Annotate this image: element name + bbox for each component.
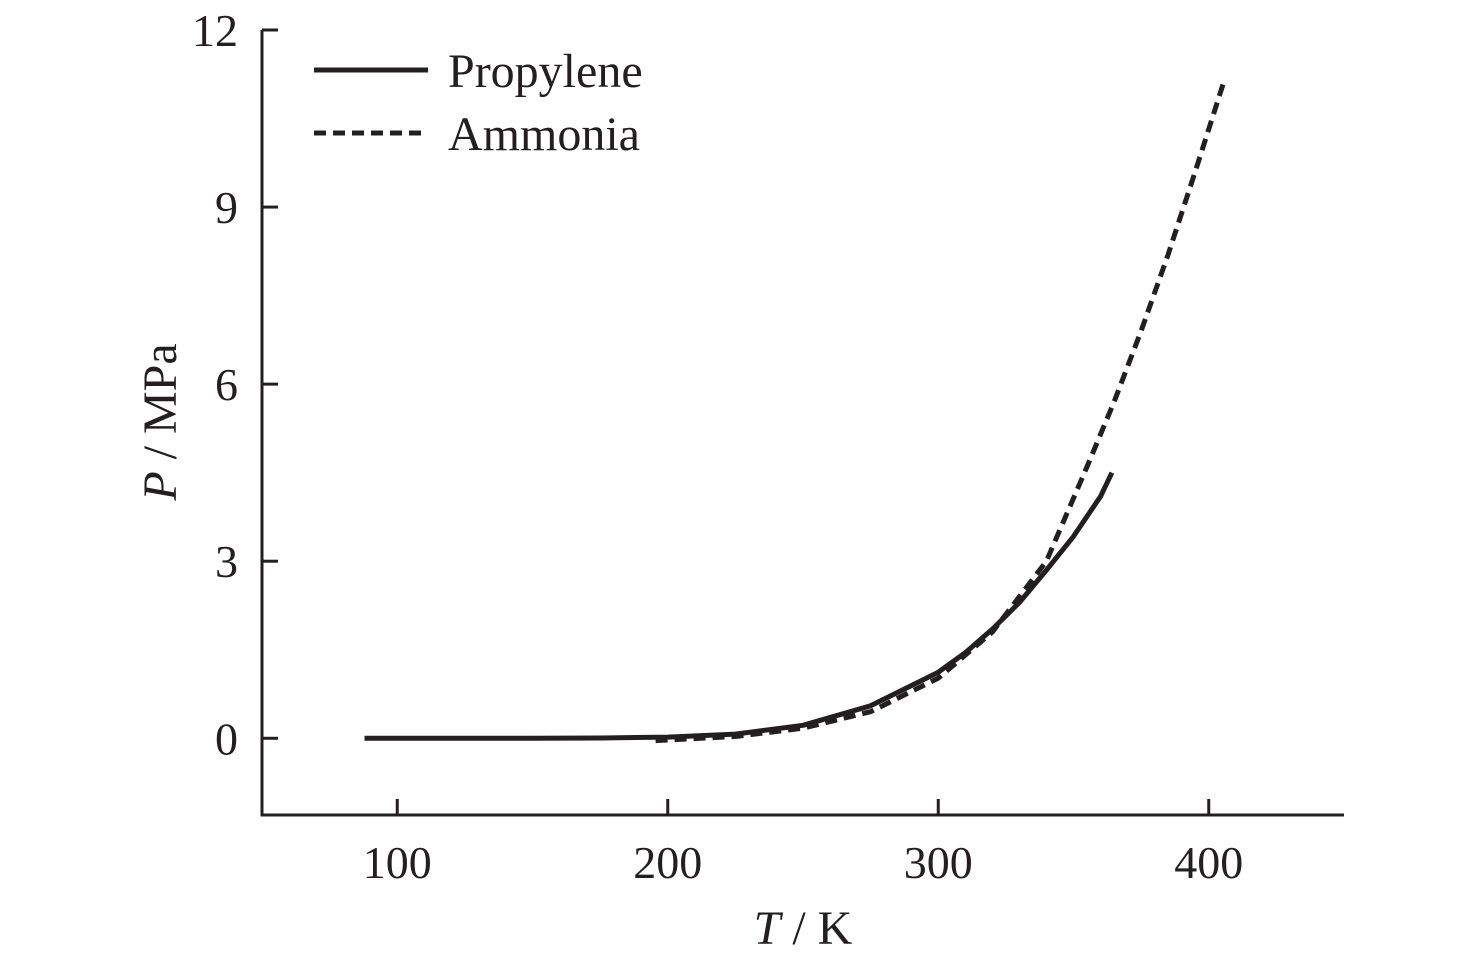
y-axis-symbol: P xyxy=(134,471,187,501)
x-axis-unit: / K xyxy=(780,902,852,955)
x-axis-title: T / K xyxy=(754,902,853,955)
legend-label-propylene: Propylene xyxy=(448,45,643,98)
series-layer xyxy=(364,82,1226,744)
x-axis-symbol: T xyxy=(754,902,784,955)
x-tick-label: 200 xyxy=(633,837,702,888)
series-line-propylene xyxy=(364,471,1115,741)
y-tick-label: 0 xyxy=(215,713,238,764)
y-tick-label: 12 xyxy=(192,5,238,56)
x-tick-label: 100 xyxy=(363,837,432,888)
y-axis-title: P / MPa xyxy=(134,343,187,501)
legend-label-ammonia: Ammonia xyxy=(448,108,640,161)
y-tick-label: 3 xyxy=(215,536,238,587)
y-axis-unit: / MPa xyxy=(134,343,187,471)
y-tick-label: 6 xyxy=(215,359,238,410)
legend: Propylene Ammonia xyxy=(314,45,643,161)
y-tick-label: 9 xyxy=(215,182,238,233)
axes: 100 200 300 400 0 3 6 9 12 xyxy=(192,5,1344,888)
series-line-ammonia xyxy=(655,82,1226,744)
x-tick-label: 400 xyxy=(1174,837,1243,888)
x-tick-label: 300 xyxy=(904,837,973,888)
